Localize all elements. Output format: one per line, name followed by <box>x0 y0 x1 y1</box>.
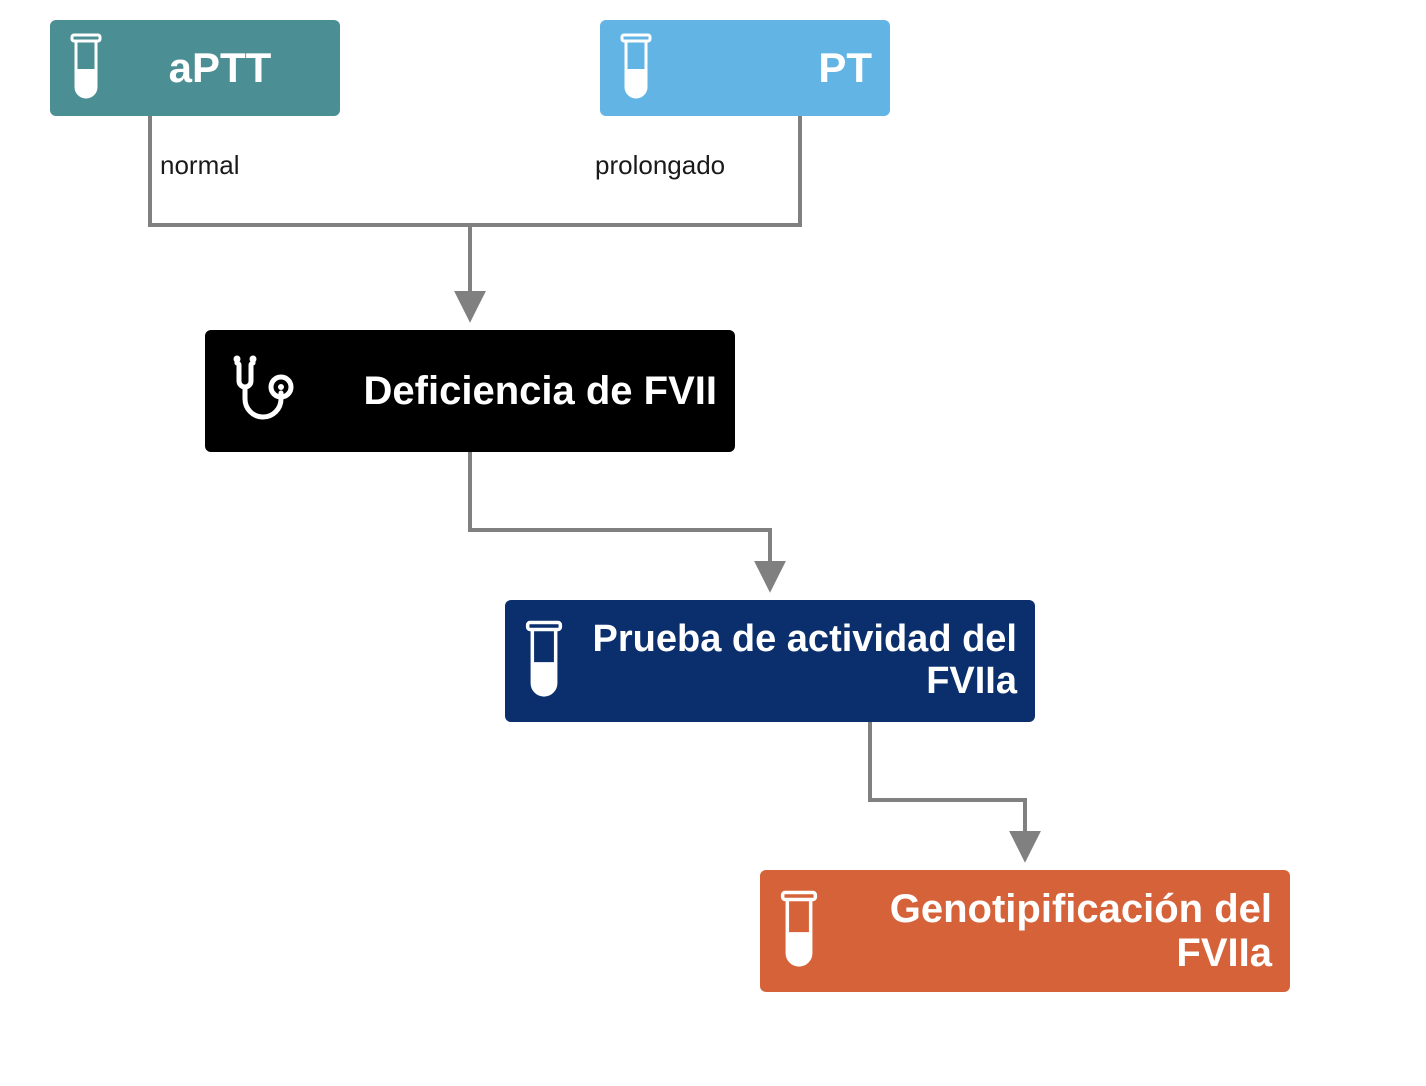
node-genotype: Genotipificación del FVIIa <box>760 870 1290 992</box>
node-aptt: aPTT <box>50 20 340 116</box>
flowchart-canvas: aPTT PT Deficiencia de FVII <box>0 0 1426 1086</box>
node-deficiency: Deficiencia de FVII <box>205 330 735 452</box>
node-activity: Prueba de actividad del FVIIa <box>505 600 1035 722</box>
node-aptt-label: aPTT <box>118 45 322 91</box>
stethoscope-icon <box>223 351 303 431</box>
node-pt: PT <box>600 20 890 116</box>
edge-label-normal: normal <box>160 150 239 181</box>
node-deficiency-label: Deficiencia de FVII <box>317 369 717 413</box>
edge-label-prolongado: prolongado <box>595 150 725 181</box>
test-tube-icon <box>778 887 820 975</box>
node-activity-label: Prueba de actividad del FVIIa <box>579 619 1017 703</box>
node-genotype-label: Genotipificación del FVIIa <box>834 887 1272 975</box>
test-tube-icon <box>523 617 565 705</box>
test-tube-icon <box>68 33 104 103</box>
test-tube-icon <box>618 33 654 103</box>
node-pt-label: PT <box>668 45 872 91</box>
